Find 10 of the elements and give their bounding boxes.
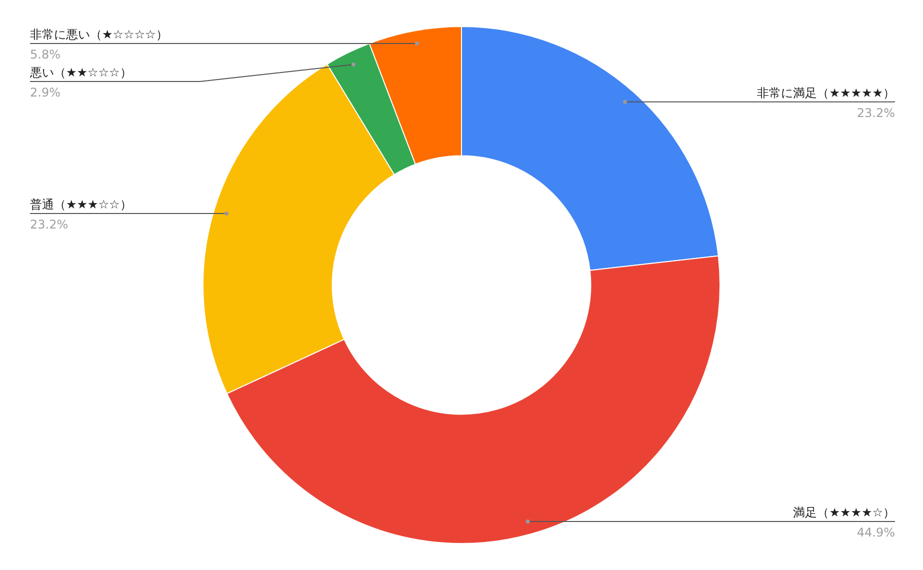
data-label: 23.2% — [856, 106, 895, 120]
slice-label: 悪い（★★☆☆☆） — [29, 65, 132, 80]
data-label: 5.8% — [30, 47, 60, 62]
data-label: 2.9% — [30, 85, 60, 100]
slice-label: 非常に悪い（★☆☆☆☆） — [30, 27, 168, 42]
data-label: 23.2% — [30, 218, 68, 232]
data-label: 44.9% — [856, 525, 895, 540]
slice-label: 普通（★★★☆☆） — [30, 198, 132, 212]
slice-label: 非常に満足（★★★★★） — [757, 86, 895, 100]
slice-label: 満足（★★★★☆） — [793, 505, 895, 520]
